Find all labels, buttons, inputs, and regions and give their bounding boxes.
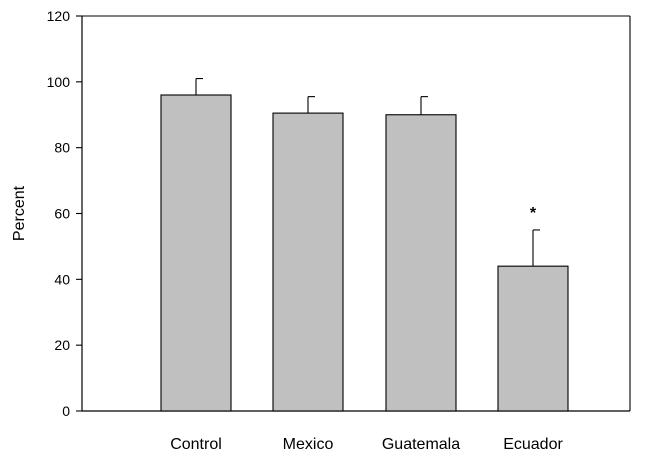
x-axis-labels: Control Mexico Guatemala Ecuador [170, 436, 563, 453]
bar-guatemala [385, 114, 457, 412]
bar-control [160, 94, 232, 412]
error-bars-group [195, 77, 540, 267]
x-tick-label-guatemala: Guatemala [382, 436, 460, 453]
x-tick-label-mexico: Mexico [283, 436, 334, 453]
y-tick-label: 20 [54, 337, 70, 353]
y-axis-title: Percent [11, 185, 28, 241]
annotations-group: * [530, 205, 537, 222]
y-tick-label: 40 [54, 271, 70, 287]
y-tick-label: 120 [47, 8, 71, 24]
bar-ecuador [497, 265, 569, 412]
bars-group [160, 94, 569, 412]
significance-marker: * [530, 205, 537, 222]
y-tick-label: 0 [62, 403, 70, 419]
x-tick-label-ecuador: Ecuador [503, 436, 563, 453]
bar-mexico [272, 112, 344, 412]
y-tick-label: 80 [54, 140, 70, 156]
y-tick-label: 60 [54, 206, 70, 222]
y-tick-label: 100 [47, 74, 71, 90]
y-axis-ticks: 0 20 40 60 80 100 120 [47, 8, 82, 419]
x-tick-label-control: Control [170, 436, 222, 453]
